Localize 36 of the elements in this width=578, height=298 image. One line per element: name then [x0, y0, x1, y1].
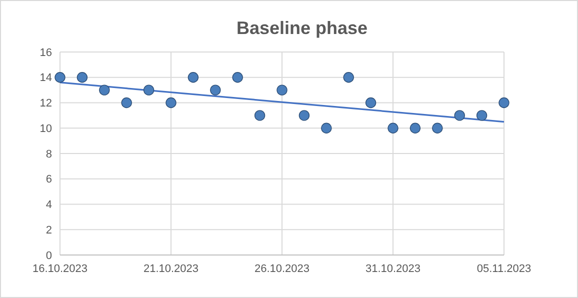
point [99, 84, 110, 96]
point [276, 84, 288, 96]
y-tick-label: 10 [40, 122, 52, 135]
x-tick-label: 31.10.2023 [365, 263, 421, 275]
point [232, 72, 243, 83]
point [432, 122, 443, 134]
y-tick-label: 6 [46, 174, 52, 186]
point [121, 97, 132, 108]
point [166, 97, 176, 108]
point [343, 72, 354, 83]
y-tick-label: 4 [46, 199, 52, 212]
point [254, 110, 266, 121]
point [498, 97, 510, 108]
y-tick-label: 8 [46, 148, 52, 160]
point [76, 72, 88, 83]
x-tick-label: 16.10.2023 [32, 263, 88, 275]
point [188, 72, 199, 83]
x-tick-label: 21.10.2023 [143, 263, 199, 275]
y-tick-label: 2 [46, 224, 52, 236]
point [454, 110, 465, 121]
point [143, 84, 154, 96]
x-tick-label: 05.11.2023 [476, 263, 532, 275]
y-tick-label: 12 [40, 98, 52, 110]
point [476, 110, 488, 121]
point [321, 122, 332, 134]
chart-title: Baseline phase [236, 18, 368, 38]
point [388, 122, 398, 134]
point [54, 72, 66, 83]
y-tick-label: 0 [46, 250, 52, 262]
y-tick-label: 16 [40, 46, 52, 59]
point [410, 122, 421, 134]
point [210, 84, 221, 96]
x-tick-label: 26.10.2023 [254, 263, 310, 275]
point [365, 97, 376, 108]
y-tick-label: 14 [40, 72, 52, 84]
point [298, 110, 310, 121]
